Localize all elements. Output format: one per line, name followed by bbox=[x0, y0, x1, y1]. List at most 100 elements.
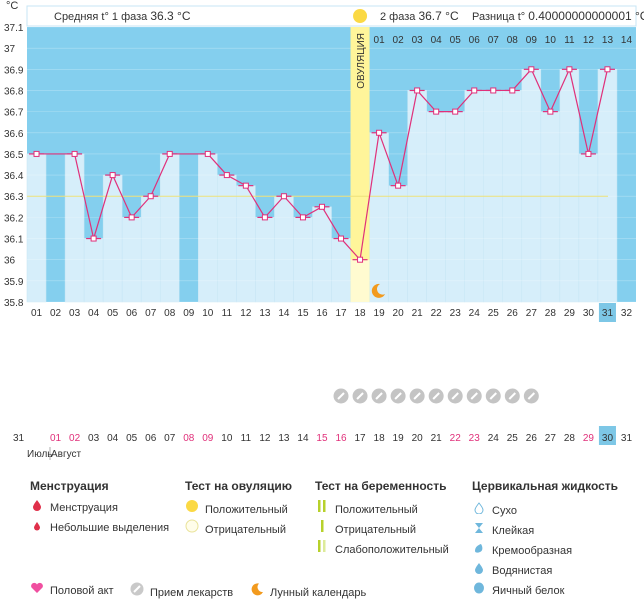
cycle-day-label: 10 bbox=[202, 308, 214, 319]
legend-pregnancy-weak: Слабоположительный bbox=[315, 539, 449, 556]
legend-ovulation-test-title: Тест на овуляцию bbox=[185, 479, 292, 493]
diff-value: 0.40000000000001 °C bbox=[528, 9, 644, 23]
temperature-line bbox=[93, 174, 114, 239]
temperature-point bbox=[242, 182, 249, 189]
medication-icon-stroke bbox=[527, 392, 536, 400]
medication-icon-stroke bbox=[432, 392, 440, 400]
temperature-point bbox=[318, 203, 325, 210]
temperature-point bbox=[338, 235, 345, 242]
calendar-date-label: 18 bbox=[374, 433, 386, 444]
phase2-day-label: 04 bbox=[431, 35, 443, 46]
calendar-date-label: 20 bbox=[412, 433, 424, 444]
temperature-point bbox=[33, 150, 40, 157]
calendar-date-label: 12 bbox=[259, 433, 271, 444]
y-tick-label: 35.8 bbox=[4, 298, 24, 309]
diff-label: Разница t° bbox=[472, 11, 526, 23]
legend-cervical-watery: Водянистая bbox=[472, 562, 552, 577]
temperature-column bbox=[578, 153, 599, 303]
cycle-day-label: 21 bbox=[412, 308, 424, 319]
cycle-day-label: 04 bbox=[88, 308, 100, 319]
cycle-day-label: 30 bbox=[583, 308, 595, 319]
cycle-day-label: 14 bbox=[278, 308, 290, 319]
calendar-date-label: 04 bbox=[107, 433, 119, 444]
cycle-day-label: 05 bbox=[107, 308, 119, 319]
temperature-line bbox=[530, 69, 551, 112]
temperature-point bbox=[528, 66, 535, 73]
cycle-day-label: 19 bbox=[374, 308, 386, 319]
calendar-date-label: 14 bbox=[297, 433, 309, 444]
medication-icon-stroke bbox=[394, 392, 402, 400]
cycle-day-label: 29 bbox=[564, 308, 576, 319]
y-tick-label: 36.7 bbox=[4, 108, 24, 119]
temperature-line bbox=[568, 69, 590, 155]
cycle-day-label: 03 bbox=[69, 308, 81, 319]
phase2-label: 2 фаза bbox=[380, 11, 416, 23]
medication-icon-stroke bbox=[337, 392, 345, 400]
cycle-day-label: 23 bbox=[450, 308, 462, 319]
cycle-day-label: 12 bbox=[240, 308, 252, 319]
cycle-day-label: 09 bbox=[183, 308, 195, 319]
legend-pregnancy-positive-label: Положительный bbox=[335, 504, 418, 516]
temperature-point bbox=[433, 108, 440, 115]
temperature-point bbox=[547, 108, 554, 115]
phase2-day-label: 01 bbox=[374, 35, 386, 46]
medication-icon-stroke bbox=[508, 392, 517, 400]
y-tick-label: 36.4 bbox=[4, 171, 24, 182]
legend-medication-label: Прием лекарств bbox=[150, 587, 234, 599]
temperature-point bbox=[109, 172, 116, 179]
temperature-column bbox=[597, 69, 618, 303]
legend-menstruation-label: Менструация bbox=[50, 502, 118, 514]
cycle-day-label: 20 bbox=[393, 308, 405, 319]
double-stripe-icon bbox=[318, 500, 326, 512]
legend-intercourse-label: Половой акт bbox=[50, 585, 114, 597]
calendar-date-label: 10 bbox=[221, 433, 233, 444]
calendar-date-label: 15 bbox=[316, 433, 328, 444]
y-tick-label: 36.2 bbox=[4, 213, 24, 224]
sun-negative-icon bbox=[185, 519, 199, 533]
phase2-day-label: 03 bbox=[412, 35, 424, 46]
calendar-date-label: 22 bbox=[450, 433, 462, 444]
today-cycle-highlight bbox=[598, 303, 616, 322]
calendar-date-label: 31 bbox=[621, 433, 633, 444]
cycle-day-label: 31 bbox=[602, 308, 614, 319]
legend-medication: Прием лекарств bbox=[130, 582, 233, 599]
cycle-day-label: 08 bbox=[164, 308, 176, 319]
temperature-difference: Разница t° 0.40000000000001 °C bbox=[472, 9, 644, 23]
temperature-point bbox=[223, 172, 230, 179]
temperature-column bbox=[26, 153, 47, 303]
egg-white-icon bbox=[474, 582, 484, 594]
y-tick-label: 36.8 bbox=[4, 86, 24, 97]
temperature-column bbox=[64, 153, 85, 303]
cycle-day-label: 27 bbox=[526, 308, 538, 319]
temperature-column bbox=[559, 69, 580, 303]
legend-cervical-watery-label: Водянистая bbox=[492, 565, 553, 577]
small-drop-icon bbox=[34, 522, 40, 531]
sun-positive-icon bbox=[186, 500, 198, 512]
ovulation-label: ОВУЛЯЦИЯ bbox=[356, 33, 367, 89]
legend-menstruation-title: Менструация bbox=[30, 479, 109, 493]
temperature-line bbox=[359, 132, 380, 260]
temperature-point bbox=[147, 193, 154, 200]
temperature-column bbox=[445, 111, 465, 303]
cycle-day-label: 07 bbox=[145, 308, 157, 319]
legend-spotting: Небольшие выделения bbox=[30, 519, 169, 534]
temperature-point bbox=[204, 150, 211, 157]
temperature-column bbox=[388, 185, 408, 303]
y-unit-label: °C bbox=[6, 0, 18, 12]
temperature-point bbox=[376, 129, 383, 136]
cream-drop-icon bbox=[475, 544, 483, 553]
temperature-line bbox=[283, 195, 304, 218]
moon-icon bbox=[251, 583, 263, 596]
legend-cervical-creamy-label: Кремообразная bbox=[492, 545, 573, 557]
calendar-date-label: 23 bbox=[469, 433, 481, 444]
cycle-day-label: 16 bbox=[316, 308, 328, 319]
temperature-column bbox=[331, 238, 351, 303]
temperature-point bbox=[566, 66, 573, 73]
temperature-line bbox=[112, 174, 133, 218]
y-tick-label: 37 bbox=[4, 44, 16, 55]
temperature-line bbox=[511, 68, 532, 91]
temperature-column bbox=[83, 238, 104, 303]
y-tick-label: 35.9 bbox=[4, 277, 24, 288]
cycle-day-label: 01 bbox=[31, 308, 43, 319]
medication-icon-stroke bbox=[470, 392, 478, 400]
